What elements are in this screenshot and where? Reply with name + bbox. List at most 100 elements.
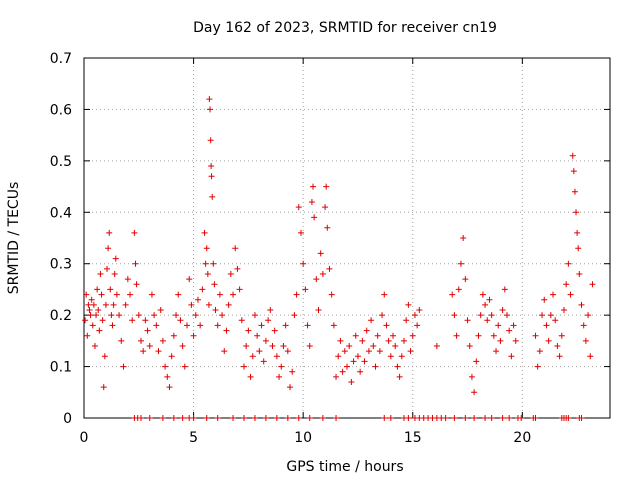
data-point: [550, 291, 557, 298]
data-point: [221, 348, 228, 355]
data-point: [168, 353, 175, 360]
data-point: [352, 332, 359, 339]
data-point: [337, 337, 344, 344]
data-point: [453, 332, 460, 339]
data-point: [565, 415, 572, 421]
data-point: [466, 343, 473, 349]
data-point: [310, 183, 317, 190]
data-point: [170, 415, 177, 421]
data-point: [451, 415, 458, 421]
data-point: [499, 415, 506, 421]
data-point: [295, 204, 302, 211]
data-point: [462, 415, 469, 421]
data-point: [98, 291, 105, 298]
data-point: [120, 363, 127, 370]
data-point: [573, 209, 580, 216]
data-point: [89, 322, 96, 329]
y-tick-label: 0.2: [50, 308, 72, 324]
data-point: [284, 415, 291, 421]
data-point: [416, 307, 423, 313]
data-point: [204, 271, 211, 277]
data-point: [164, 373, 171, 380]
data-point: [202, 260, 209, 267]
data-point: [539, 312, 546, 319]
data-point: [271, 327, 278, 334]
data-point: [348, 379, 355, 385]
data-point: [142, 317, 149, 324]
data-point: [518, 415, 525, 421]
data-point: [407, 348, 414, 355]
data-point: [552, 317, 559, 324]
data-point: [291, 312, 298, 319]
data-point: [162, 363, 169, 370]
data-point: [197, 322, 204, 329]
data-point: [403, 317, 410, 324]
data-point: [254, 332, 261, 339]
data-point: [82, 317, 89, 324]
data-point: [212, 307, 219, 313]
data-point: [267, 307, 274, 313]
data-point: [208, 163, 215, 169]
data-point: [308, 199, 315, 205]
data-point: [330, 322, 337, 329]
data-point: [137, 337, 144, 344]
data-point: [87, 312, 94, 319]
data-point: [262, 415, 269, 421]
data-point: [383, 322, 390, 329]
data-point: [532, 332, 539, 339]
data-point: [536, 348, 543, 355]
data-point: [475, 332, 482, 339]
data-point: [576, 271, 583, 277]
data-point: [173, 312, 180, 319]
data-point: [585, 312, 592, 319]
data-point: [482, 415, 489, 421]
data-point: [477, 312, 484, 319]
data-point: [101, 353, 108, 360]
y-tick-label: 0.6: [50, 102, 72, 118]
data-point: [411, 312, 418, 319]
data-point: [532, 415, 539, 421]
data-point: [324, 224, 331, 231]
data-point: [179, 415, 186, 421]
data-point: [468, 373, 475, 380]
data-point: [495, 322, 502, 329]
data-point: [129, 317, 136, 324]
data-point: [227, 271, 234, 277]
data-point: [243, 343, 250, 349]
data-point: [317, 250, 324, 257]
data-point: [230, 415, 237, 421]
data-point: [166, 384, 173, 391]
x-tick-label: 10: [294, 430, 312, 446]
data-point: [192, 312, 199, 319]
data-point: [300, 260, 307, 267]
data-point: [304, 322, 311, 329]
data-point: [205, 301, 212, 308]
data-point: [547, 312, 554, 319]
data-point: [455, 286, 462, 293]
data-point: [113, 291, 120, 298]
data-point: [333, 373, 340, 380]
data-point: [344, 363, 350, 370]
data-point: [385, 337, 392, 344]
data-point: [297, 229, 304, 236]
data-point: [199, 286, 206, 293]
data-point: [471, 415, 478, 421]
data-point: [238, 317, 245, 324]
data-point: [460, 235, 467, 241]
data-point: [405, 415, 412, 421]
data-point: [284, 348, 291, 355]
data-point: [326, 265, 333, 272]
data-point: [473, 358, 480, 365]
data-point: [361, 358, 368, 365]
data-point: [240, 363, 247, 370]
data-point: [110, 301, 117, 308]
data-point: [508, 353, 515, 360]
data-point: [295, 415, 302, 421]
data-point: [302, 286, 309, 293]
data-point: [153, 322, 160, 329]
data-point: [339, 368, 346, 375]
data-point: [95, 307, 102, 313]
data-point: [433, 343, 440, 349]
data-point: [155, 348, 162, 355]
data-point: [322, 204, 329, 211]
